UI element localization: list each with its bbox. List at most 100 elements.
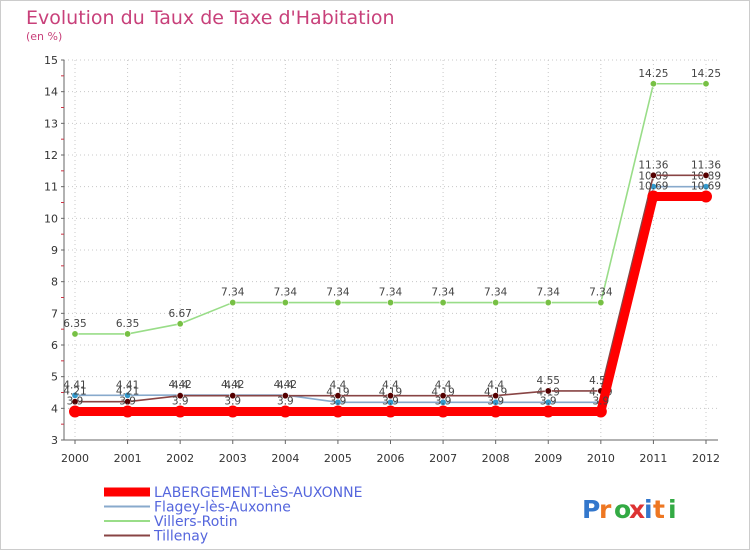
brand-letter: r [599,495,612,524]
data-point [229,392,237,400]
x-tick-label: 2011 [639,452,667,465]
data-point [544,299,552,307]
data-label: 7.34 [221,287,245,299]
data-point [702,183,710,191]
x-tick-label: 2005 [324,452,352,465]
data-label: 4.21 [116,386,139,398]
x-tick-label: 2002 [166,452,194,465]
data-point [647,190,660,203]
data-point [281,299,289,307]
data-point [279,405,292,418]
data-point [174,405,187,418]
data-point [439,392,447,400]
data-label: 3.9 [592,396,609,408]
data-label: 4.4 [330,380,347,392]
data-label: 7.34 [326,287,350,299]
legend-label: Flagey-lès-Auxonne [154,500,291,516]
data-label: 14.25 [638,68,668,80]
y-tick-label: 4 [51,402,58,415]
data-label: 3.9 [277,396,294,408]
data-label: 3.9 [435,396,452,408]
data-label: 7.34 [484,287,508,299]
data-point [331,405,344,418]
data-label: 4.42 [274,379,297,391]
data-label: 4.4 [382,380,399,392]
data-label: 7.34 [379,287,403,299]
legend-label: Tillenay [153,529,208,545]
data-point [386,392,394,400]
data-label: 4.4 [277,380,294,392]
brand-letter: i [644,495,653,524]
data-label: 3.9 [487,396,504,408]
data-label: 4.55 [537,375,560,387]
x-tick-label: 2000 [61,452,89,465]
data-label: 4.4 [172,380,189,392]
data-point [702,80,710,88]
data-point [334,392,342,400]
data-point [386,299,394,307]
data-label: 4.41 [63,379,86,391]
x-tick-label: 2001 [114,452,142,465]
y-tick-label: 6 [51,339,58,352]
data-label: 11.36 [638,159,668,171]
data-point [702,171,710,179]
data-point [121,405,134,418]
data-point [384,405,397,418]
data-point [492,392,500,400]
data-point [226,405,239,418]
data-label: 7.34 [537,287,561,299]
data-point [124,330,132,338]
data-label: 4.4 [487,380,504,392]
data-label: 3.9 [67,396,84,408]
x-tick-label: 2009 [534,452,562,465]
x-tick-label: 2008 [482,452,510,465]
x-tick-label: 2006 [377,452,405,465]
data-label: 7.34 [274,287,298,299]
data-label: 3.9 [330,396,347,408]
y-tick-label: 13 [44,117,58,130]
data-point [597,299,605,307]
data-label: 11.36 [691,159,721,171]
brand-letter: i [668,495,677,524]
y-tick-label: 9 [51,244,58,257]
data-point [71,398,79,406]
legend-label: Villers-Rotin [154,514,238,530]
brand-letter: o [614,495,631,524]
data-point [281,392,289,400]
y-tick-label: 14 [44,86,58,99]
x-tick-label: 2007 [429,452,457,465]
y-tick-label: 3 [51,434,58,447]
data-point [439,299,447,307]
y-tick-label: 10 [44,212,58,225]
y-tick-label: 7 [51,307,58,320]
data-label: 10.69 [691,180,721,192]
data-point [176,392,184,400]
y-tick-label: 12 [44,149,58,162]
y-tick-label: 8 [51,276,58,289]
data-label: 7.34 [589,287,613,299]
chart-subtitle: (en %) [26,30,62,43]
data-point [437,405,450,418]
x-tick-label: 2012 [692,452,720,465]
data-point [649,171,657,179]
data-label: 4.42 [168,379,191,391]
data-label: 3.9 [382,396,399,408]
data-label: 4.42 [221,379,244,391]
y-tick-label: 15 [44,54,58,67]
brand-letter: x [629,495,645,524]
legend-label: LABERGEMENT-LèS-AUXONNE [154,485,362,501]
data-point [649,80,657,88]
data-point [542,405,555,418]
data-point [544,387,552,395]
data-label: 7.34 [431,287,455,299]
data-point [71,330,79,338]
data-point [700,190,712,203]
data-label: 3.9 [224,396,241,408]
data-point [492,299,500,307]
x-tick-label: 2010 [587,452,615,465]
y-tick-label: 5 [51,371,58,384]
data-label: 4.4 [224,380,241,392]
brand-letter: P [582,495,600,524]
